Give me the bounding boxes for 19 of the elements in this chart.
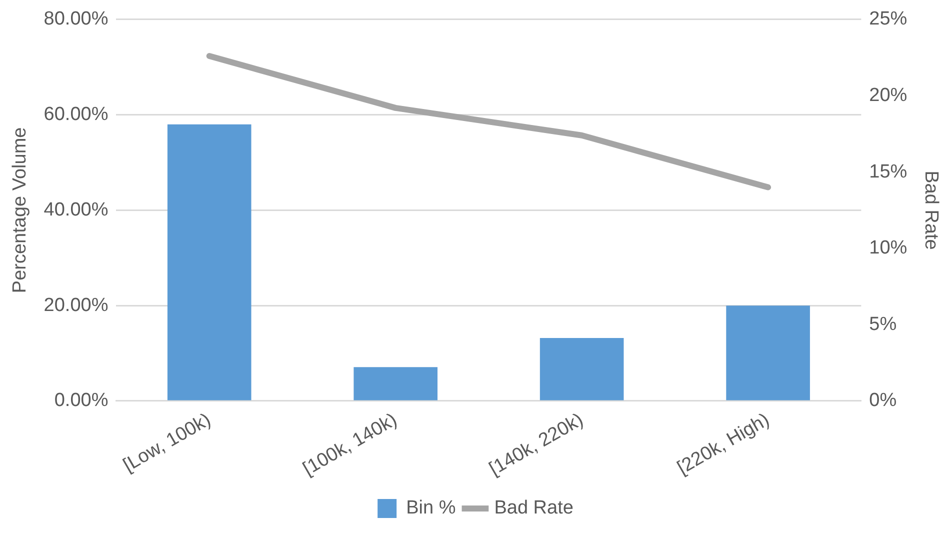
y2-tick-label: 5% [869,314,897,335]
y-tick-label: 80.00% [44,8,108,30]
y2-tick-label: 0% [869,390,897,412]
y-tick-label: 40.00% [44,199,108,220]
y2-axis-title: Bad Rate [920,170,942,250]
y2-tick-label: 15% [869,161,908,182]
legend-label: Bin % [406,498,456,519]
y2-tick-label: 25% [869,8,908,30]
bar [167,124,252,400]
y2-tick-label: 10% [869,238,908,259]
y-axis-title: Percentage Volume [10,127,31,294]
bar [540,338,624,400]
legend-label: Bad Rate [494,498,574,519]
y-tick-label: 0.00% [54,390,108,412]
y-tick-label: 60.00% [44,104,108,126]
y2-tick-label: 20% [869,84,908,106]
bar [354,367,438,400]
y-tick-label: 20.00% [44,294,108,316]
bar [726,306,810,400]
